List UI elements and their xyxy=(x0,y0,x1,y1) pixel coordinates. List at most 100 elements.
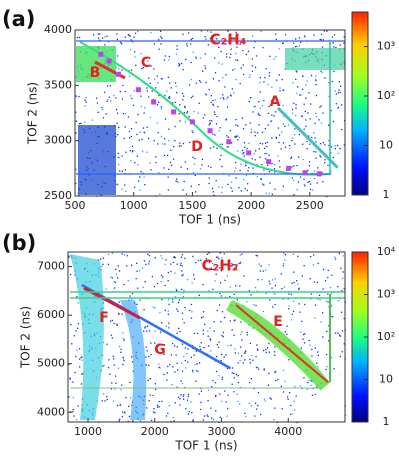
count-speckle xyxy=(174,101,177,103)
count-speckle xyxy=(175,53,178,55)
count-speckle xyxy=(244,412,246,414)
count-speckle xyxy=(137,113,139,116)
count-speckle xyxy=(337,286,339,288)
count-speckle xyxy=(250,97,252,99)
count-speckle xyxy=(212,419,215,421)
count-speckle xyxy=(198,184,200,186)
count-speckle xyxy=(170,263,172,265)
count-speckle xyxy=(320,156,322,158)
count-speckle xyxy=(263,368,265,370)
count-speckle xyxy=(223,316,226,319)
count-speckle xyxy=(296,280,298,282)
count-speckle xyxy=(275,111,277,113)
count-speckle xyxy=(109,85,111,87)
count-speckle xyxy=(119,404,121,406)
count-speckle xyxy=(262,47,264,49)
count-speckle xyxy=(107,41,110,43)
count-speckle xyxy=(210,267,212,269)
count-speckle xyxy=(133,90,135,92)
count-speckle xyxy=(148,330,151,332)
count-speckle xyxy=(140,52,142,55)
count-speckle xyxy=(147,253,149,255)
count-speckle xyxy=(231,367,234,369)
count-speckle xyxy=(208,182,210,185)
data-point xyxy=(135,87,141,93)
count-speckle xyxy=(236,299,238,301)
count-speckle xyxy=(176,362,178,364)
count-speckle xyxy=(274,171,276,173)
count-speckle xyxy=(339,44,341,46)
count-speckle xyxy=(81,373,83,375)
count-speckle xyxy=(203,415,206,417)
count-speckle xyxy=(234,319,236,322)
count-speckle xyxy=(165,259,167,261)
count-speckle xyxy=(267,83,269,86)
count-speckle xyxy=(181,318,184,320)
data-point xyxy=(302,170,308,176)
count-speckle xyxy=(190,78,192,81)
count-speckle xyxy=(154,330,156,332)
count-speckle xyxy=(253,152,256,155)
count-speckle xyxy=(118,157,120,159)
count-speckle xyxy=(102,393,105,395)
count-speckle xyxy=(239,169,241,172)
count-speckle xyxy=(190,96,193,99)
density-feature xyxy=(285,48,345,70)
count-speckle xyxy=(120,389,122,391)
count-speckle xyxy=(300,331,302,333)
count-speckle xyxy=(163,154,166,157)
count-speckle xyxy=(110,100,112,102)
count-speckle xyxy=(239,262,241,264)
count-speckle xyxy=(127,280,129,282)
count-speckle xyxy=(304,36,306,38)
count-speckle xyxy=(251,70,253,72)
count-speckle xyxy=(139,299,141,301)
count-speckle xyxy=(109,373,111,375)
count-speckle xyxy=(149,116,151,119)
count-speckle xyxy=(194,174,196,177)
count-speckle xyxy=(337,332,339,334)
count-speckle xyxy=(290,413,292,416)
count-speckle xyxy=(156,103,159,106)
count-speckle xyxy=(182,395,184,397)
count-speckle xyxy=(149,82,151,84)
count-speckle xyxy=(242,149,244,152)
count-speckle xyxy=(142,127,145,129)
count-speckle xyxy=(215,123,218,125)
count-speckle xyxy=(203,347,205,349)
count-speckle xyxy=(202,70,204,72)
count-speckle xyxy=(102,263,104,265)
count-speckle xyxy=(268,154,270,156)
count-speckle xyxy=(131,361,134,363)
count-speckle xyxy=(119,90,121,93)
count-speckle xyxy=(299,176,302,178)
count-speckle xyxy=(91,119,94,121)
data-point xyxy=(151,99,157,105)
count-speckle xyxy=(295,78,297,80)
count-speckle xyxy=(76,36,78,39)
count-speckle xyxy=(202,117,205,119)
count-speckle xyxy=(147,60,149,62)
count-speckle xyxy=(226,135,228,137)
count-speckle xyxy=(80,357,82,359)
count-speckle xyxy=(240,321,242,323)
count-speckle xyxy=(268,171,271,173)
count-speckle xyxy=(275,33,277,35)
count-speckle xyxy=(235,59,237,61)
count-speckle xyxy=(219,304,221,306)
count-speckle xyxy=(134,186,136,188)
count-speckle xyxy=(317,366,319,368)
count-speckle xyxy=(162,276,164,278)
count-speckle xyxy=(106,396,108,398)
count-speckle xyxy=(256,176,258,178)
count-speckle xyxy=(125,190,127,193)
count-speckle xyxy=(118,68,120,70)
count-speckle xyxy=(338,252,340,255)
count-speckle xyxy=(144,327,146,329)
count-speckle xyxy=(219,393,221,395)
count-speckle xyxy=(319,154,321,157)
count-speckle xyxy=(143,330,145,332)
count-speckle xyxy=(186,45,188,47)
count-speckle xyxy=(261,105,264,107)
count-speckle xyxy=(255,366,258,369)
